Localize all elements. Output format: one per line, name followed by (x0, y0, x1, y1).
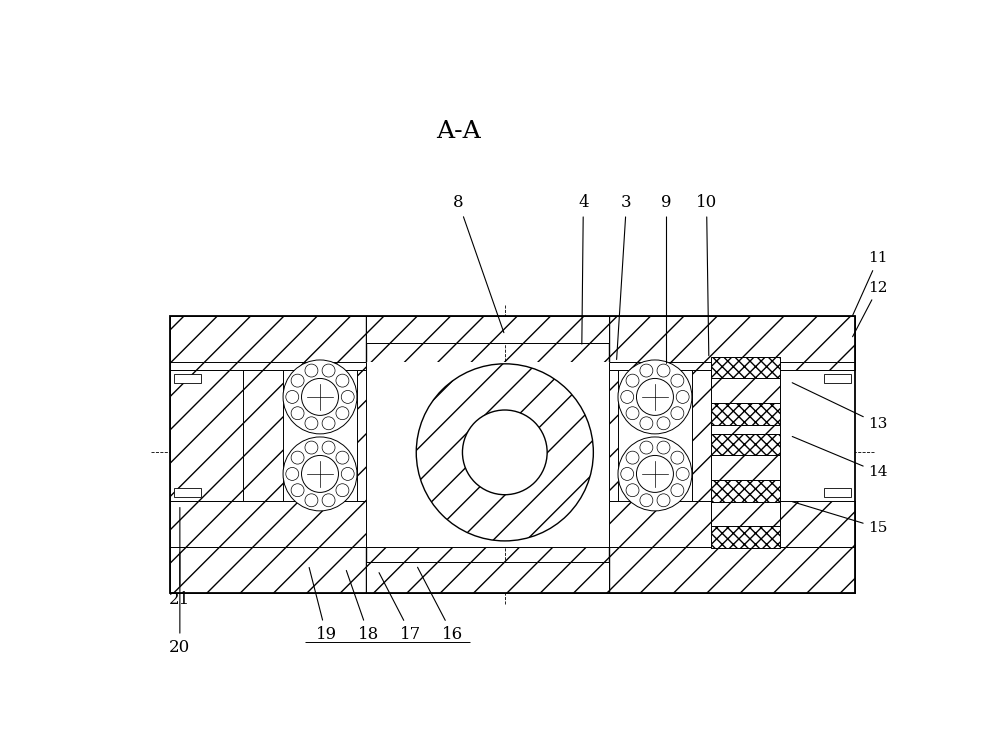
Bar (711, 502, 780, 526)
Bar (366, 562, 609, 594)
Bar (609, 362, 855, 370)
Circle shape (291, 451, 304, 464)
Bar (609, 370, 618, 501)
Circle shape (462, 410, 547, 495)
Bar (170, 547, 855, 594)
Circle shape (621, 468, 634, 480)
Bar (170, 370, 247, 501)
Circle shape (671, 451, 684, 464)
Text: 4: 4 (578, 194, 589, 344)
Bar (711, 357, 780, 379)
Bar (711, 403, 780, 425)
Circle shape (626, 451, 639, 464)
Bar (243, 370, 283, 501)
Text: 12: 12 (853, 281, 888, 336)
Bar (174, 373, 201, 383)
Circle shape (640, 364, 653, 377)
Circle shape (657, 441, 670, 454)
Circle shape (640, 441, 653, 454)
Circle shape (626, 374, 639, 387)
Bar (711, 526, 780, 548)
Circle shape (671, 374, 684, 387)
Bar (711, 425, 780, 434)
Bar (170, 501, 366, 547)
Circle shape (336, 484, 349, 496)
Circle shape (621, 391, 634, 403)
Text: 9: 9 (661, 194, 672, 363)
Bar (357, 370, 366, 501)
Circle shape (676, 391, 689, 403)
Circle shape (626, 407, 639, 419)
Circle shape (291, 484, 304, 496)
Circle shape (676, 468, 689, 480)
Circle shape (657, 494, 670, 507)
Bar (170, 316, 855, 362)
Bar (170, 362, 366, 370)
Circle shape (341, 468, 354, 480)
Text: 20: 20 (169, 552, 190, 656)
Circle shape (636, 456, 673, 493)
Bar (711, 434, 780, 456)
Circle shape (640, 417, 653, 430)
Bar (366, 316, 609, 343)
Circle shape (305, 417, 318, 430)
Bar (711, 379, 780, 403)
Circle shape (302, 456, 338, 493)
Circle shape (336, 451, 349, 464)
Bar (824, 488, 851, 497)
Circle shape (618, 437, 692, 511)
Circle shape (336, 407, 349, 419)
Text: 14: 14 (792, 436, 888, 479)
Circle shape (305, 494, 318, 507)
Circle shape (618, 360, 692, 434)
Circle shape (657, 417, 670, 430)
Circle shape (341, 391, 354, 403)
Text: 3: 3 (617, 194, 632, 359)
Bar (711, 480, 780, 502)
Bar (609, 501, 855, 547)
Text: 13: 13 (792, 382, 888, 431)
Circle shape (283, 360, 357, 434)
Circle shape (626, 484, 639, 496)
Circle shape (322, 364, 335, 377)
Text: 10: 10 (696, 194, 717, 356)
Circle shape (283, 437, 357, 511)
Bar (170, 362, 855, 547)
Circle shape (636, 379, 673, 416)
Text: 21: 21 (169, 508, 190, 608)
Circle shape (671, 407, 684, 419)
Circle shape (291, 374, 304, 387)
Bar (824, 373, 851, 383)
Circle shape (286, 391, 299, 403)
Bar (711, 456, 780, 480)
Text: 15: 15 (792, 502, 888, 535)
Text: 17: 17 (379, 573, 421, 642)
Circle shape (305, 441, 318, 454)
Circle shape (640, 494, 653, 507)
Bar (174, 488, 201, 497)
Circle shape (291, 407, 304, 419)
Text: 8: 8 (453, 194, 504, 333)
Text: 16: 16 (418, 568, 463, 642)
Circle shape (336, 374, 349, 387)
Circle shape (671, 484, 684, 496)
Bar (170, 316, 855, 594)
Bar (692, 370, 713, 501)
Circle shape (322, 494, 335, 507)
Text: 19: 19 (309, 568, 337, 642)
Text: 18: 18 (346, 571, 379, 642)
Circle shape (286, 468, 299, 480)
Text: 11: 11 (852, 251, 888, 316)
Circle shape (657, 364, 670, 377)
Circle shape (302, 379, 338, 416)
Circle shape (305, 364, 318, 377)
Circle shape (322, 417, 335, 430)
Circle shape (416, 364, 593, 541)
Circle shape (322, 441, 335, 454)
Text: A-A: A-A (436, 120, 481, 143)
